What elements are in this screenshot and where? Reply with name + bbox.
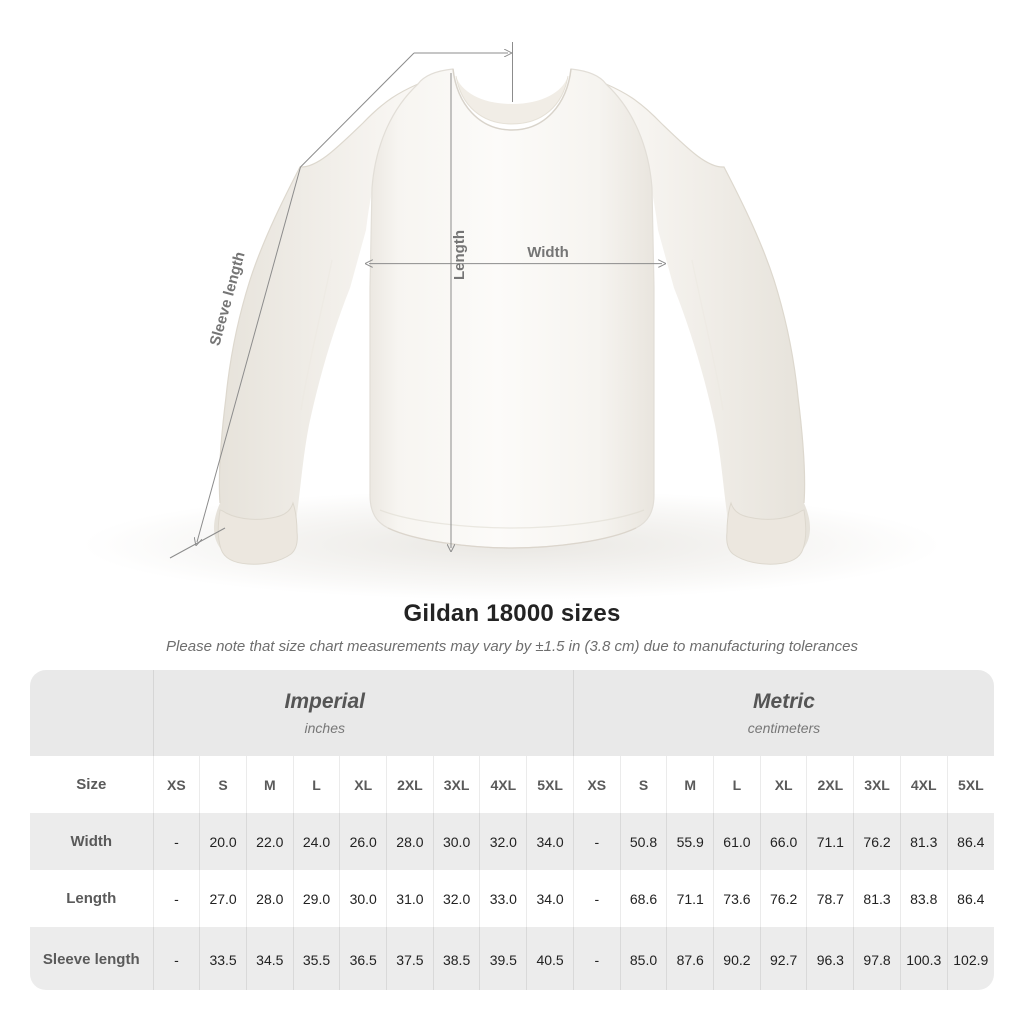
svg-text:Length: Length (451, 230, 468, 280)
svg-text:Width: Width (527, 244, 569, 261)
svg-text:Sleeve length: Sleeve length (207, 250, 249, 348)
